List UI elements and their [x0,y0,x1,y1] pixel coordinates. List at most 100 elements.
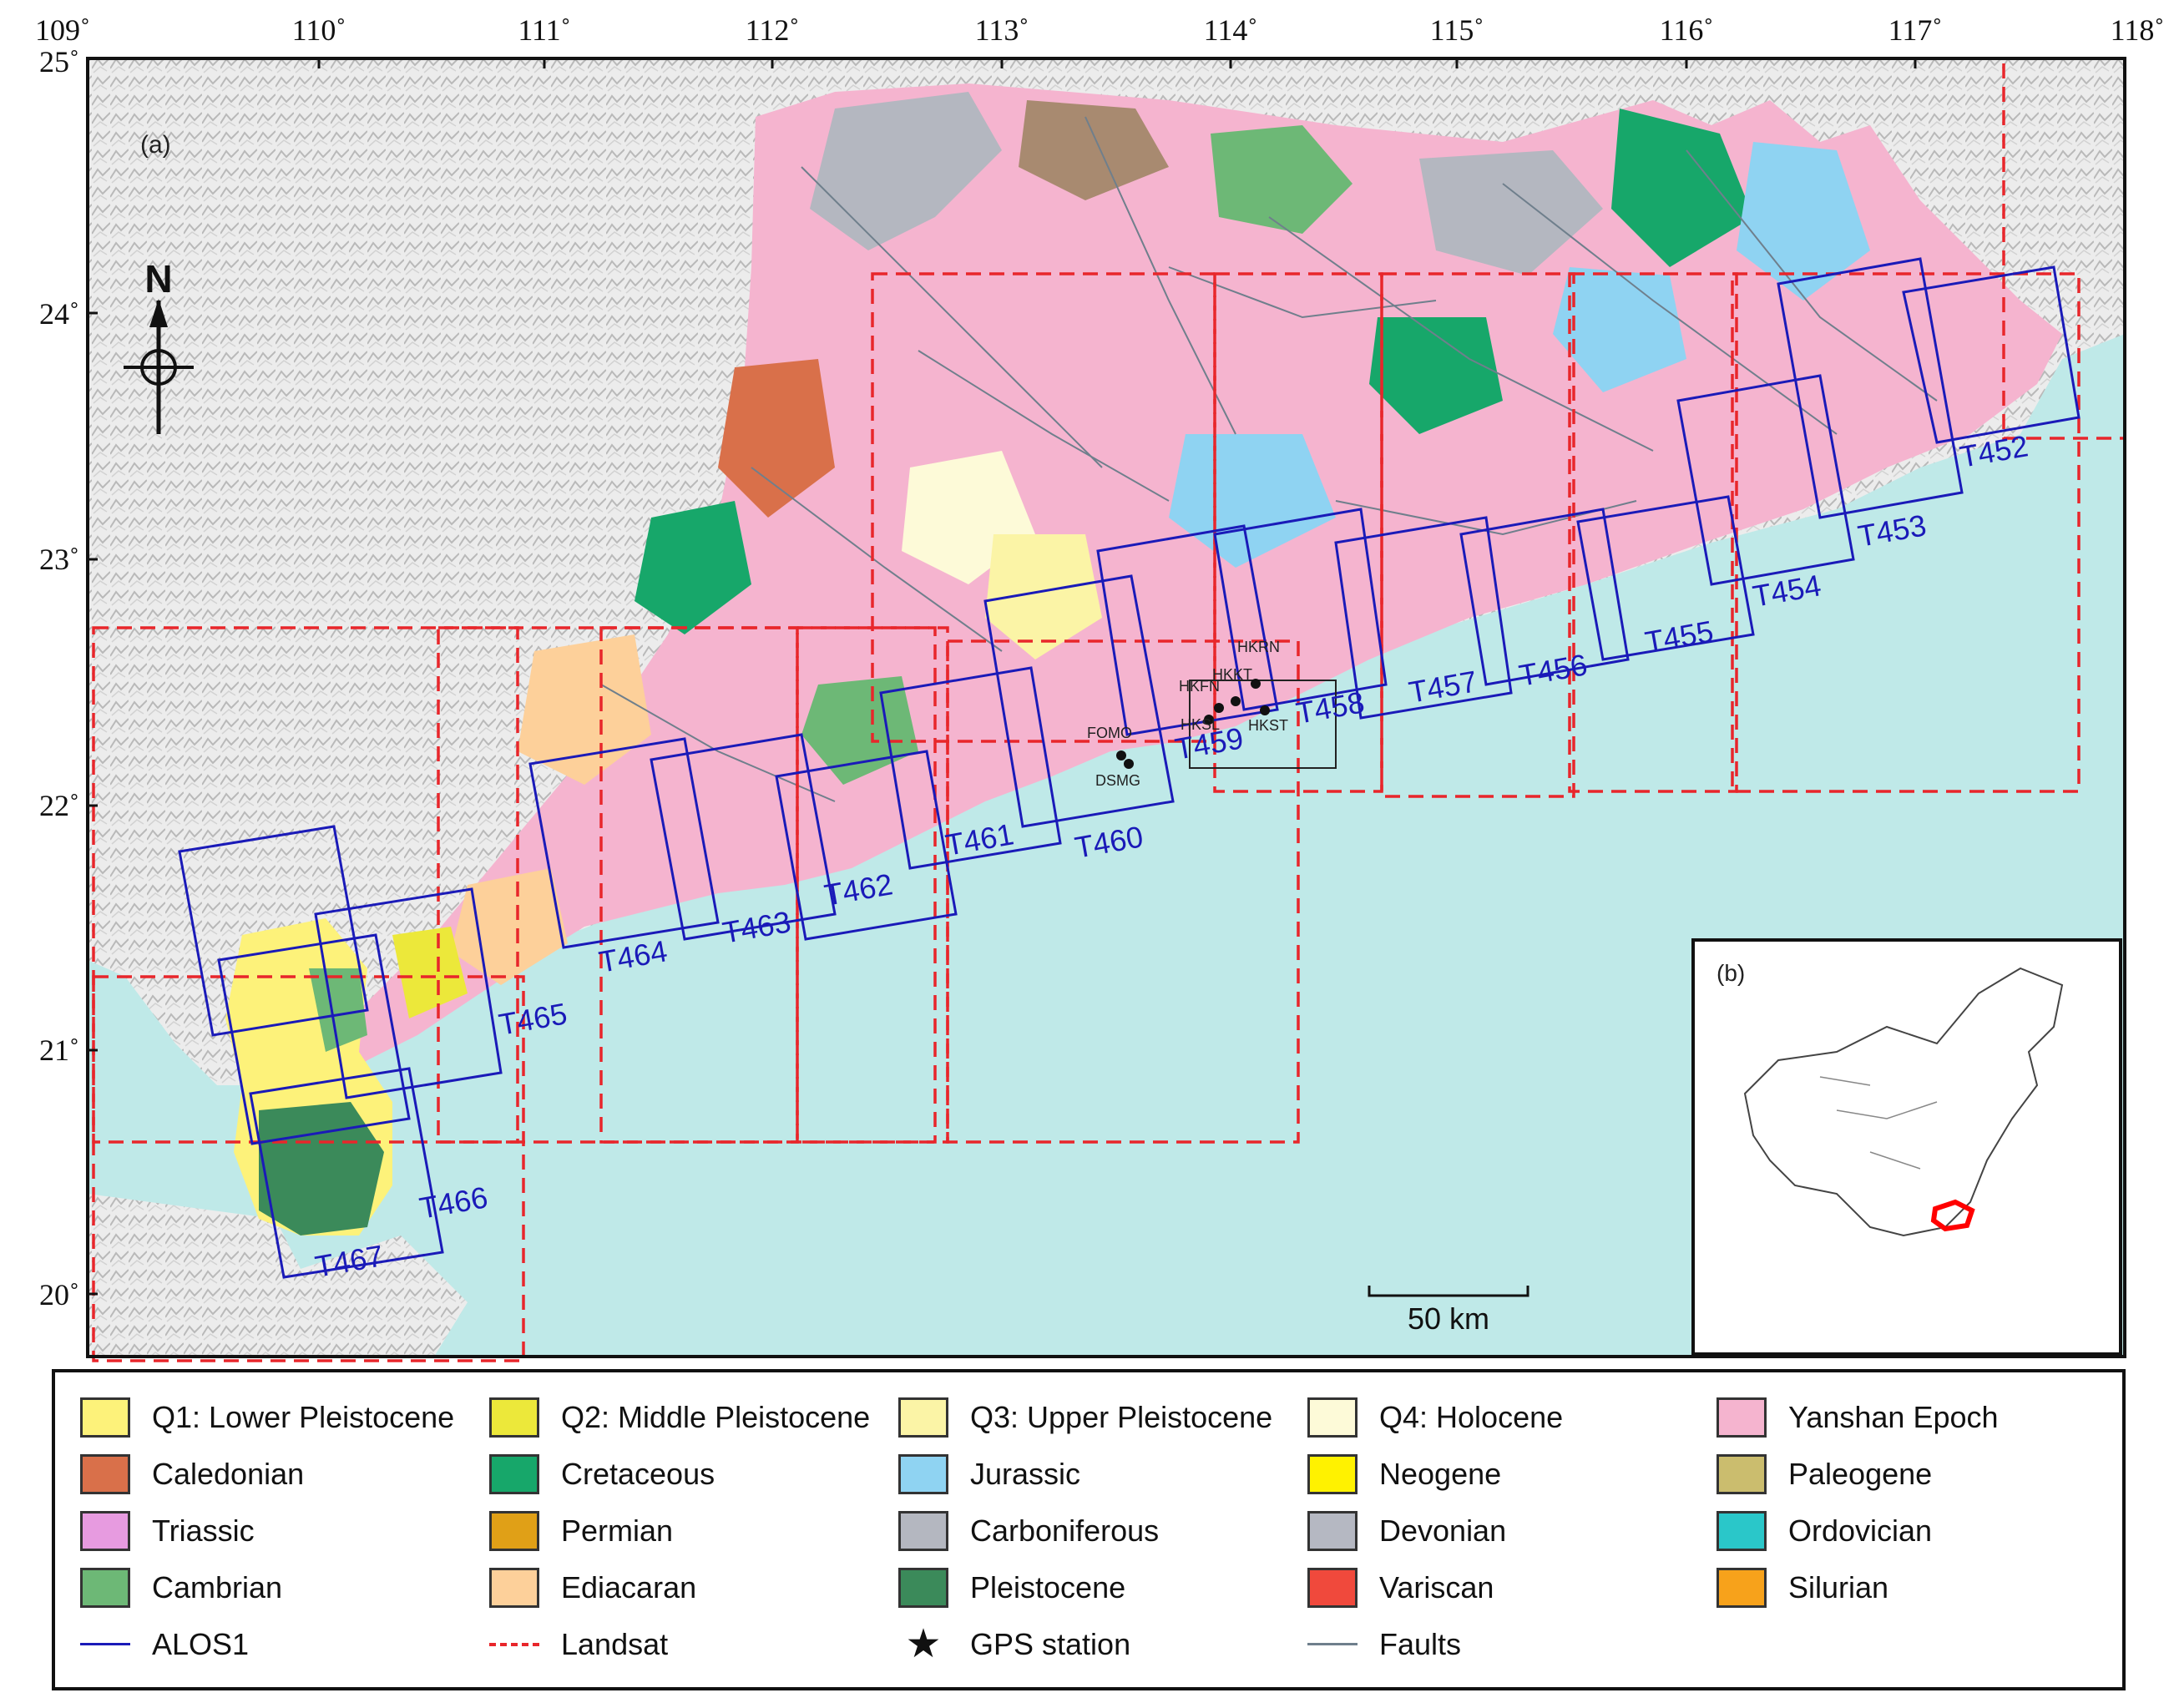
lon-label: 111˚ [518,13,570,47]
legend-item: Devonian [1307,1511,1506,1551]
geology-patch-8 [635,501,751,634]
legend-swatch [80,1397,130,1438]
geology-patch-2 [1019,100,1169,200]
station-label: HKSL [1181,716,1220,733]
north-label: N [144,257,172,301]
legend-item: Pleistocene [898,1568,1125,1608]
legend-item: Q1: Lower Pleistocene [80,1397,454,1438]
legend-item: Q2: Middle Pleistocene [489,1397,870,1438]
legend-label: Q1: Lower Pleistocene [152,1400,455,1434]
alos-frames [178,257,2081,1279]
star-icon: ★ [905,1622,942,1666]
gps-station-marker [1204,715,1214,725]
leizhou-pleistocene [259,1102,384,1236]
gps-station-marker [1124,759,1134,769]
lat-label: 21˚ [39,1033,79,1067]
station-label: HKRN [1237,639,1280,655]
geology-patch-5 [1611,109,1753,267]
legend-item: Jurassic [898,1454,1080,1494]
legend-item: Yanshan Epoch [1716,1397,1999,1438]
legend-swatch [1307,1511,1358,1551]
station-label: HKKT [1212,666,1252,683]
china-outline [1743,967,2064,1237]
lon-label: 115˚ [1430,13,1484,47]
legend-label: Variscan [1379,1570,1494,1604]
lat-label: 25˚ [39,45,79,78]
geology-patch-6 [1737,142,1870,301]
legend-swatch [1716,1454,1767,1494]
legend-item: Ordovician [1716,1511,1932,1551]
legend-item: Ediacaran [489,1568,696,1608]
legend-label: Landsat [561,1627,669,1661]
legend-item: Variscan [1307,1568,1494,1608]
legend-item: Carboniferous [898,1511,1159,1551]
lat-label: 23˚ [39,543,79,576]
legend-label: Q4: Holocene [1379,1400,1564,1434]
north-arrow-icon: N [124,257,194,434]
hong-kong-inset-box [1189,680,1337,769]
legend-item: Silurian [1716,1568,1888,1608]
station-label: HKST [1248,717,1288,734]
lat-label: 20˚ [39,1278,79,1311]
gps-station-labels: HKRN HKKT HKFN HKSL HKST FOMO DSMG [1087,639,1288,789]
southern-land-hillshade [88,1194,468,1357]
legend-item: Q3: Upper Pleistocene [898,1397,1272,1438]
inset-map: (b) [1691,938,2122,1356]
legend-item: Cambrian [80,1568,282,1608]
legend-item: Cretaceous [489,1454,715,1494]
station-label: HKFN [1179,678,1220,695]
legend-label: Q3: Upper Pleistocene [970,1400,1273,1434]
lon-label: 114˚ [1204,13,1258,47]
legend-swatch [898,1454,948,1494]
geology-patch-7 [718,359,835,518]
station-label: FOMO [1087,725,1132,741]
lon-label: 112˚ [746,13,800,47]
map-frame [86,57,2126,1358]
legend-swatch [1307,1454,1358,1494]
geology-patch-14 [1553,267,1686,392]
legend-label: Silurian [1788,1570,1889,1604]
left-tick-labels: 25˚ 24˚ 23˚ 22˚ 21˚ 20˚ [39,45,79,1311]
legend-swatch [1716,1397,1767,1438]
legend-label: Devonian [1379,1513,1507,1548]
gps-station-marker [1260,705,1270,715]
legend-label: Ordovician [1788,1513,1933,1548]
landsat-line-icon [489,1625,539,1665]
lon-label: 113˚ [975,13,1029,47]
geology-patch-3 [1211,125,1352,234]
legend-label: Caledonian [152,1457,305,1491]
lon-label: 118˚ [2111,13,2165,47]
legend-swatch [1307,1568,1358,1608]
lon-label: 109˚ [35,13,90,47]
tick-marks [88,58,1917,1296]
legend-item: Permian [489,1511,673,1551]
geology-patch-16 [451,868,568,985]
legend: Q1: Lower Pleistocene Q2: Middle Pleisto… [52,1369,2126,1690]
guangdong-highlight [1930,1199,1975,1232]
geology-patch-9 [518,634,651,785]
legend-swatch [489,1454,539,1494]
legend-label: Carboniferous [970,1513,1160,1548]
legend-swatch [489,1568,539,1608]
legend-line-landsat: Landsat [489,1625,668,1665]
alos-line-icon [80,1625,130,1665]
geology-patch-17 [392,927,468,1018]
geology-patch-1 [810,92,1002,250]
station-label: DSMG [1095,772,1140,789]
legend-item: Neogene [1307,1454,1501,1494]
gps-stations [1116,679,1270,769]
panel-b-label: (b) [1716,960,1745,986]
lon-label: 117˚ [1888,13,1943,47]
legend-item: Q4: Holocene [1307,1397,1563,1438]
lat-label: 22˚ [39,789,79,822]
scale-label: 50 km [1408,1301,1489,1336]
legend-label: Yanshan Epoch [1788,1400,1999,1434]
legend-label: Cambrian [152,1570,283,1604]
legend-item: Caledonian [80,1454,304,1494]
geology-patch-4 [1419,150,1603,275]
legend-label: GPS station [970,1627,1131,1661]
legend-swatch [80,1568,130,1608]
scale-bar: 50 km [1368,1286,1529,1336]
fault-line-icon [1307,1625,1358,1665]
